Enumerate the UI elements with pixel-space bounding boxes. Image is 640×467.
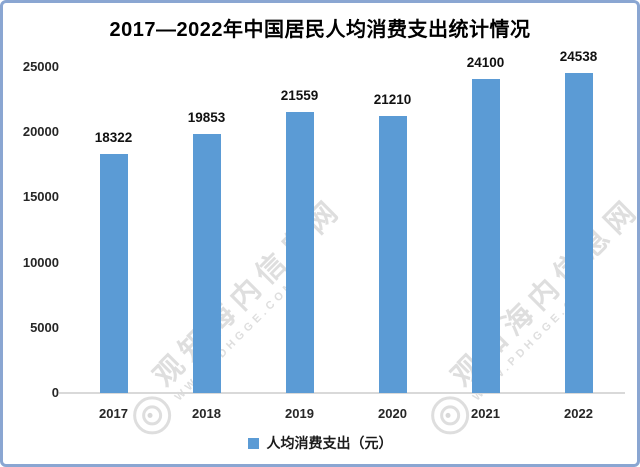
bar-2020 [378,116,407,393]
bar-series: 18322 2017 19853 2018 21559 2019 21210 2020 2410… [67,49,625,421]
bar-value-label: 18322 [94,130,133,145]
plot-area: 观知海内信息网 WWW.PDHGGE.COM 观知海内信息网 WWW.PDHGG… [23,49,637,443]
x-axis-label: 2021 [471,406,500,421]
bar-column: 21210 2020 [346,67,439,421]
y-tick-label: 5000 [30,319,59,335]
chart-title: 2017—2022年中国居民人均消费支出统计情况 [109,19,531,41]
legend-label: 人均消费支出（元） [266,435,393,451]
bar-2021 [471,79,500,393]
x-axis-label: 2022 [564,406,593,421]
x-axis-line [59,392,625,394]
x-axis-label: 2018 [192,406,221,421]
y-tick-label: 25000 [22,59,59,74]
legend: 人均消费支出（元） [3,433,637,453]
x-axis-label: 2020 [378,406,407,421]
bar-2022 [564,73,593,393]
bar-2017 [99,154,128,393]
bar-column: 24538 2022 [532,49,625,421]
bar-column: 18322 2017 [67,67,160,421]
x-axis-label: 2017 [99,406,128,421]
bar-2019 [285,112,314,393]
bar-column: 19853 2018 [160,67,253,421]
bar-value-label: 19853 [187,110,226,125]
y-tick-label: 10000 [22,254,59,270]
y-tick-label: 20000 [22,124,59,140]
bar-value-label: 24100 [466,55,505,70]
legend-marker-icon [247,437,259,449]
bar-value-label: 21210 [373,92,412,107]
bar-value-label: 21559 [280,88,319,103]
bar-2018 [192,134,221,393]
bar-value-label: 24538 [559,49,598,64]
bar-column: 21559 2019 [253,67,346,421]
x-axis-label: 2019 [285,406,314,421]
bar-column: 24100 2021 [439,55,532,421]
y-tick-label: 15000 [22,189,59,205]
y-tick-label: 0 [51,385,59,400]
